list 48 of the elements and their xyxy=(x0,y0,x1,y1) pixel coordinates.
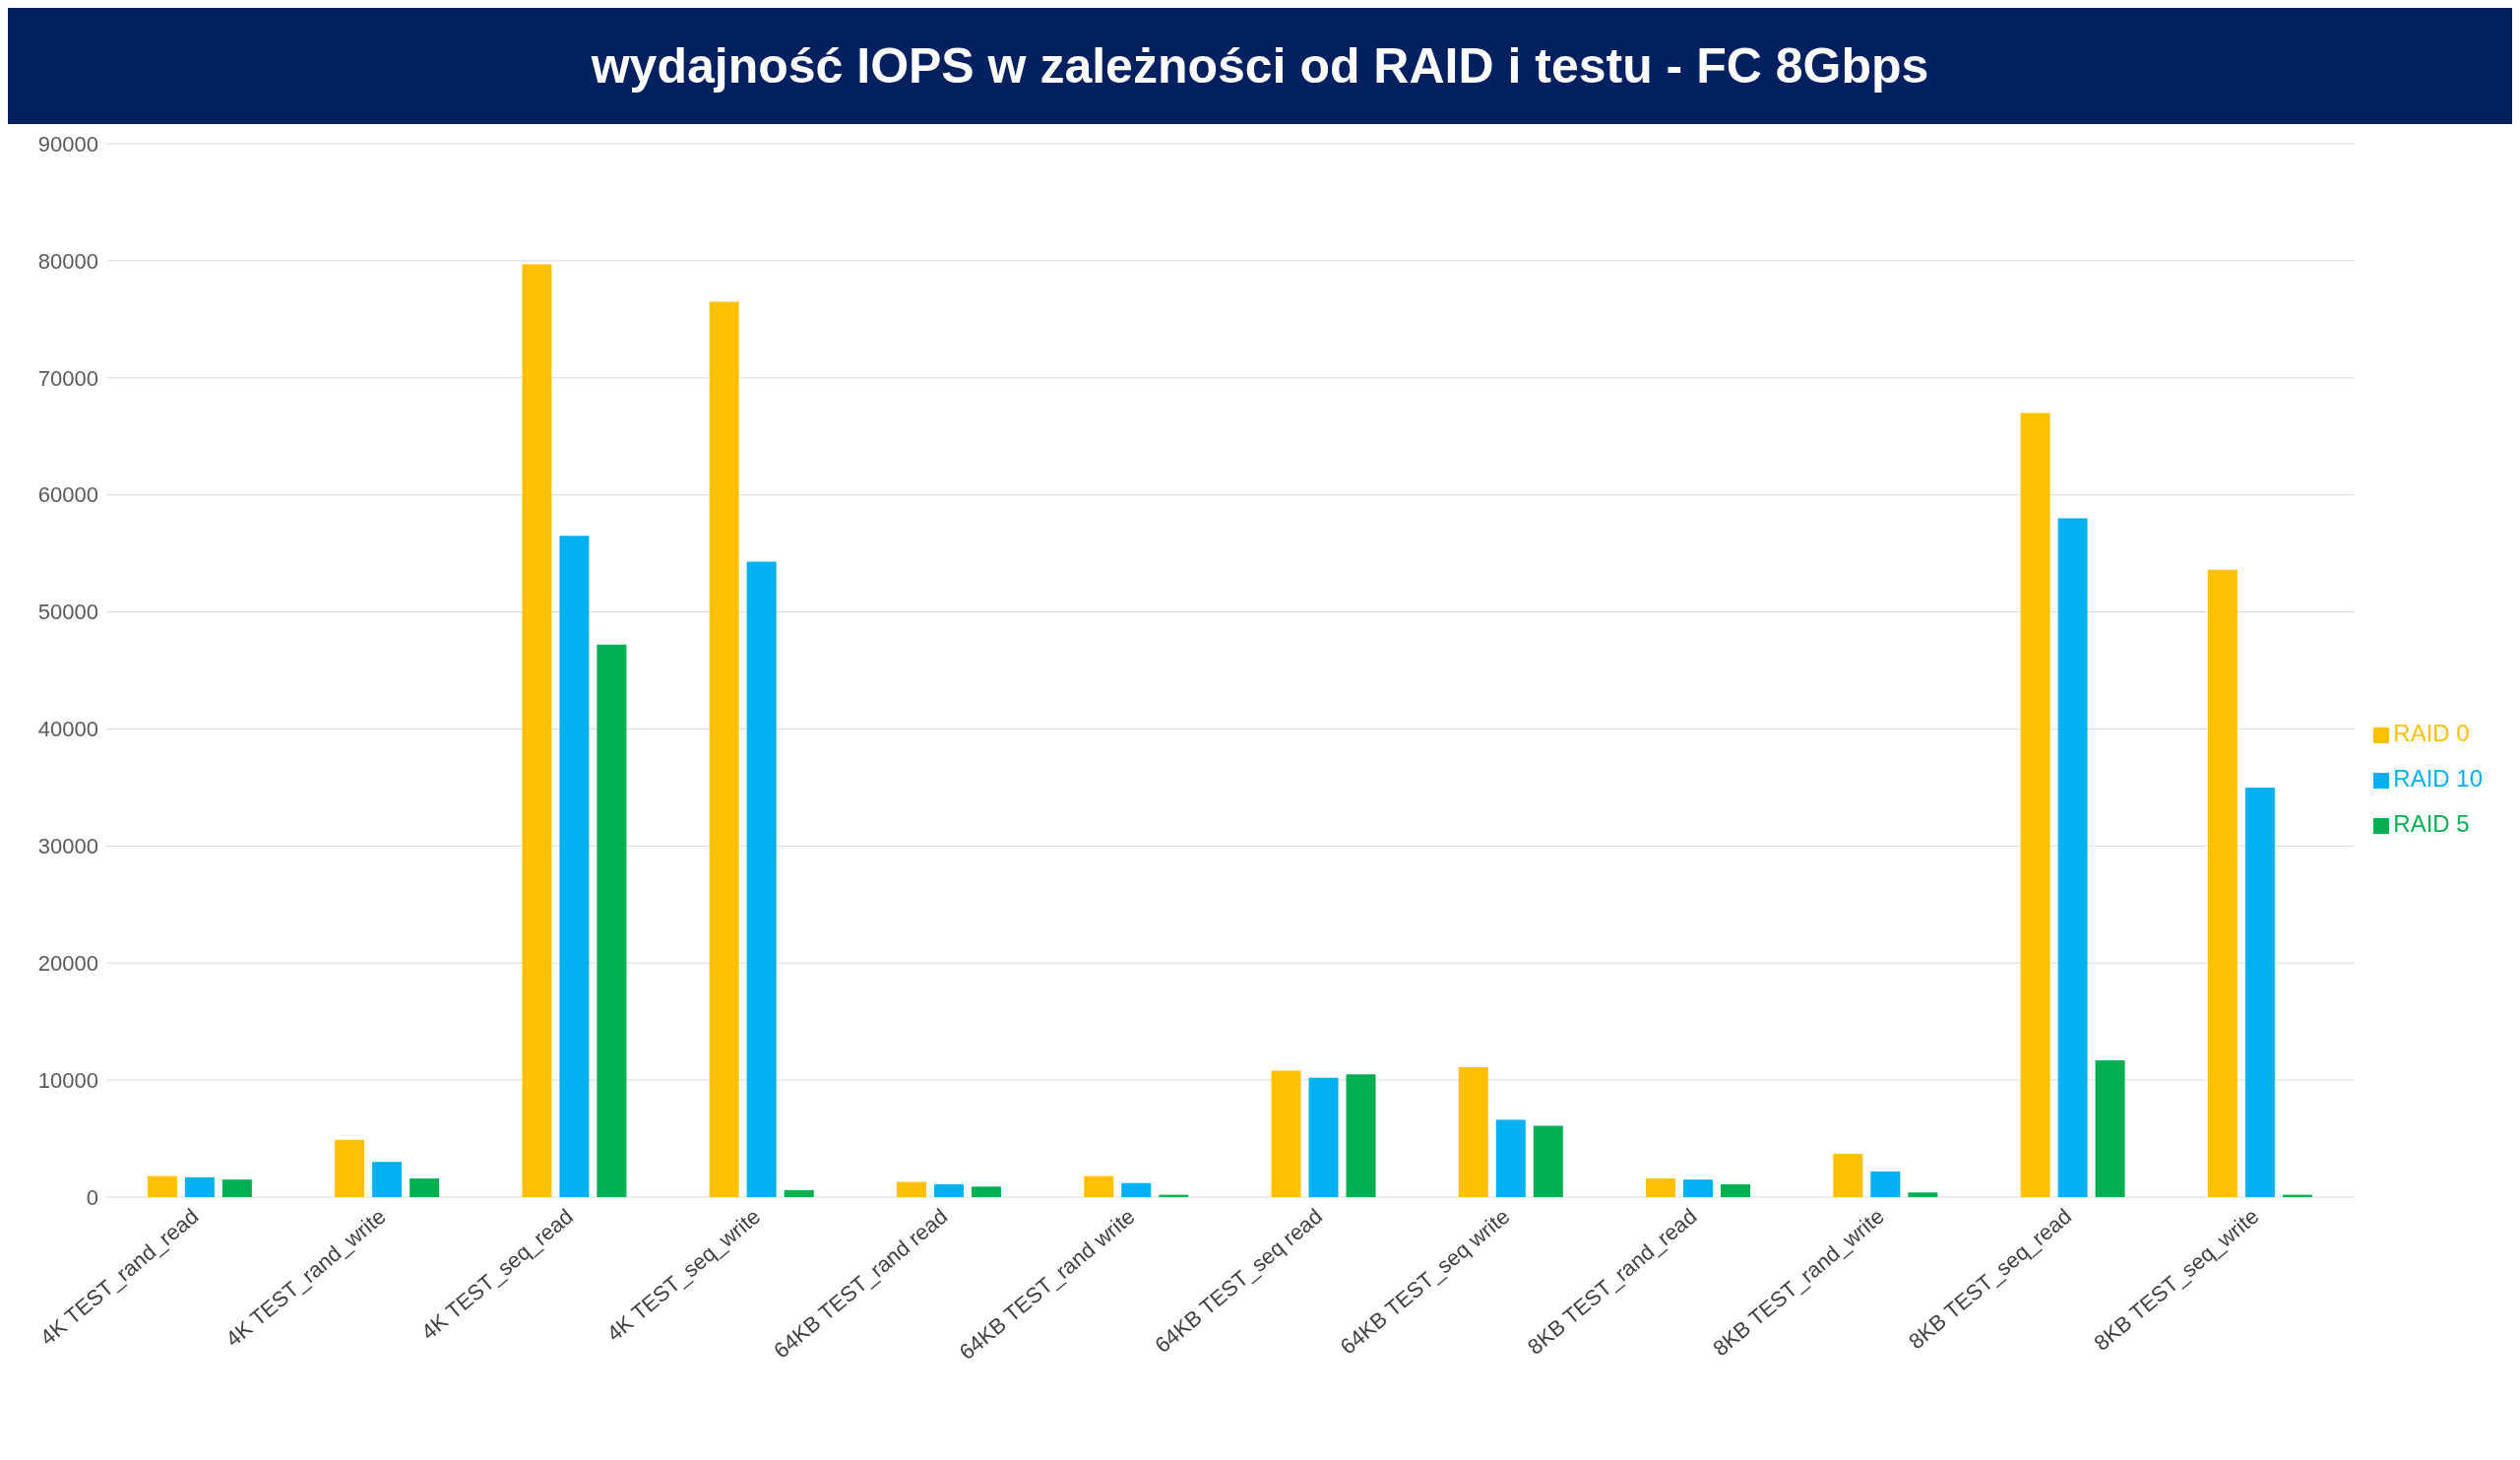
bar xyxy=(147,1175,177,1197)
bar xyxy=(2244,787,2275,1197)
bar xyxy=(1908,1192,1938,1197)
bar xyxy=(1495,1119,1526,1197)
bar xyxy=(2057,518,2088,1197)
bar xyxy=(1121,1182,1152,1197)
bar xyxy=(1833,1154,1863,1197)
bar xyxy=(971,1186,1001,1197)
bar xyxy=(709,301,739,1197)
bar xyxy=(2020,413,2050,1197)
y-tick-label: 0 xyxy=(86,1184,98,1210)
bar xyxy=(1271,1070,1301,1197)
y-tick-label: 60000 xyxy=(37,482,98,508)
bar xyxy=(335,1139,365,1197)
bar xyxy=(1346,1074,1376,1197)
bar xyxy=(372,1162,403,1197)
bar xyxy=(1683,1179,1714,1197)
y-tick-label: 90000 xyxy=(37,131,98,157)
bar xyxy=(184,1176,215,1197)
bar xyxy=(410,1177,440,1197)
y-tick-label: 10000 xyxy=(37,1067,98,1093)
y-tick-label: 20000 xyxy=(37,951,98,977)
y-tick-label: 80000 xyxy=(37,248,98,274)
bar xyxy=(1533,1125,1563,1197)
y-tick-label: 40000 xyxy=(37,717,98,742)
y-tick-label: 50000 xyxy=(37,600,98,625)
chart-title: wydajność IOPS w zależności od RAID i testu - FC 8Gbps xyxy=(8,8,2512,124)
bar xyxy=(1870,1171,1901,1197)
bar xyxy=(1458,1067,1488,1197)
bar xyxy=(221,1179,252,1197)
bar xyxy=(2207,569,2237,1197)
legend-label: RAID 0 xyxy=(2393,720,2470,746)
bar xyxy=(1721,1183,1751,1197)
bar xyxy=(1084,1175,1114,1197)
bar xyxy=(896,1181,926,1197)
legend-label: RAID 5 xyxy=(2393,810,2470,837)
bar xyxy=(1308,1077,1339,1197)
bar xyxy=(784,1189,814,1197)
legend-label: RAID 10 xyxy=(2393,765,2483,792)
bar xyxy=(746,561,777,1197)
bar xyxy=(559,536,590,1197)
bar xyxy=(2095,1059,2125,1197)
y-tick-label: 70000 xyxy=(37,365,98,391)
y-tick-label: 30000 xyxy=(37,834,98,859)
bar xyxy=(597,644,627,1197)
bar xyxy=(1646,1177,1676,1197)
bar xyxy=(933,1183,964,1197)
bar xyxy=(522,264,552,1197)
